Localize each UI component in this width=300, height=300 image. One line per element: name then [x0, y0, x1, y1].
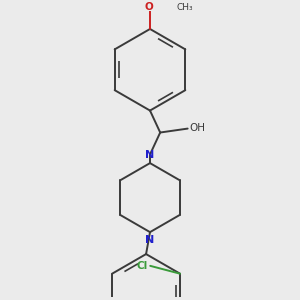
Text: O: O [145, 2, 154, 12]
Text: N: N [146, 235, 154, 245]
Text: CH₃: CH₃ [177, 2, 193, 11]
Text: Cl: Cl [136, 261, 148, 271]
Text: OH: OH [189, 123, 205, 133]
Text: N: N [146, 150, 154, 160]
